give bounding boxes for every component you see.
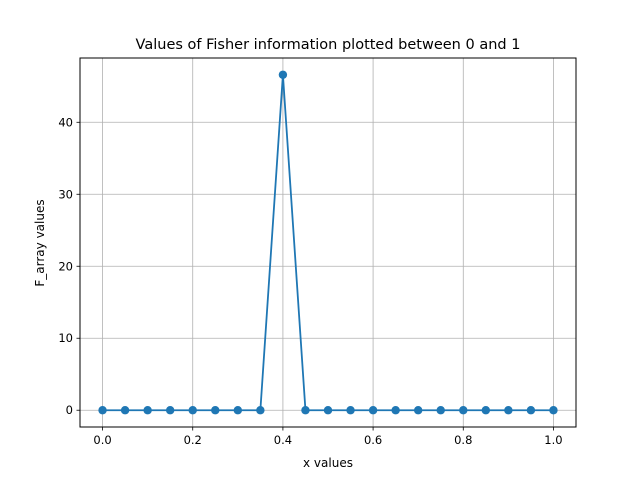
data-point <box>481 406 491 415</box>
data-point <box>256 406 265 415</box>
data-point <box>346 406 355 415</box>
data-point <box>165 406 175 415</box>
data-point <box>323 406 333 415</box>
chart-title: Values of Fisher information plotted bet… <box>136 37 521 53</box>
plot-frame <box>79 57 577 428</box>
data-point <box>413 406 423 415</box>
x-tick-label: 0.0 <box>93 433 111 447</box>
data-point <box>278 70 288 79</box>
x-tick-label: 0.8 <box>454 433 472 447</box>
data-point <box>391 406 400 415</box>
x-axis-label: x values <box>303 456 353 470</box>
data-point <box>120 406 130 415</box>
y-tick-label: 10 <box>58 331 73 345</box>
data-point <box>211 406 220 415</box>
y-tick-label: 40 <box>58 115 73 129</box>
x-tick-label: 0.4 <box>274 433 292 447</box>
data-point <box>233 406 243 415</box>
x-tick-label: 1.0 <box>544 433 562 447</box>
data-point <box>549 406 558 415</box>
data-point <box>143 406 152 415</box>
y-axis-label: F_array values <box>33 199 47 286</box>
data-point <box>301 406 310 415</box>
data-point <box>459 406 468 415</box>
data-point <box>504 406 513 415</box>
plot-series <box>98 70 558 415</box>
data-point <box>368 406 378 415</box>
y-tick-label: 30 <box>58 187 73 201</box>
y-tick-label: 20 <box>58 259 73 273</box>
data-point <box>188 406 197 415</box>
series-line <box>102 73 554 412</box>
data-point <box>436 406 445 415</box>
y-tick-label: 0 <box>66 403 73 417</box>
x-tick-label: 0.2 <box>184 433 202 447</box>
data-point <box>526 406 536 415</box>
grid-lines <box>80 58 576 427</box>
y-axis-ticks: 0 10 20 30 40 <box>58 115 80 417</box>
data-point <box>98 406 107 415</box>
x-tick-label: 0.6 <box>364 433 382 447</box>
x-axis-ticks: 0.0 0.2 0.4 0.6 0.8 1.0 <box>93 427 563 447</box>
